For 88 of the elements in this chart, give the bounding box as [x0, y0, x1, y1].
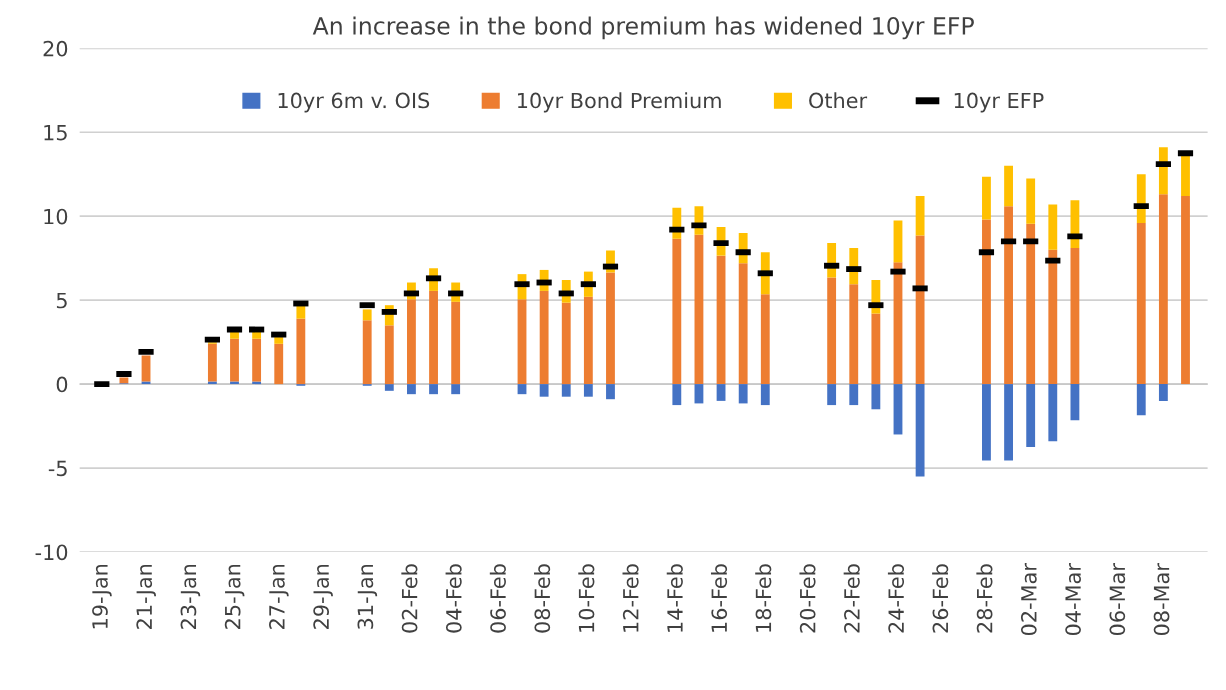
x-tick-label: 26-Feb [932, 564, 949, 633]
bar [827, 384, 837, 406]
bar [274, 337, 284, 344]
bar [539, 384, 549, 397]
x-tick-label: 06-Feb [489, 564, 506, 633]
x-tick-label: 31-Jan [357, 564, 378, 629]
bar [583, 296, 593, 385]
x-tick-label: 02-Feb [401, 564, 418, 633]
x-tick-label: 18-Feb [755, 564, 772, 632]
x-tick-label: 08-Feb [534, 564, 551, 633]
bar [606, 272, 615, 385]
y-tick-label: 5 [56, 292, 67, 309]
bar [296, 318, 306, 385]
x-tick-label: 19-Jan [92, 564, 112, 629]
bar [982, 219, 991, 385]
bar [384, 325, 394, 385]
y-tick-label: 10 [44, 208, 68, 225]
x-tick-label: 16-Feb [710, 564, 728, 632]
x-tick-label: 27-Jan [269, 564, 289, 629]
bar [915, 384, 925, 477]
y-tick-label: 0 [56, 376, 68, 393]
x-tick-label: 10-Feb [578, 564, 595, 632]
bar [407, 384, 416, 395]
bar [583, 384, 593, 397]
y-tick-label: 20 [43, 40, 68, 57]
bar [274, 343, 284, 385]
chart-title: An increase in the bond premium has widened 10yr EFP [312, 16, 974, 40]
x-tick-label: 14-Feb [666, 564, 683, 632]
legend-label: 10yr 6m v. OIS [278, 92, 430, 113]
bar [606, 384, 615, 400]
x-tick-label: 22-Feb [843, 564, 860, 633]
bar [738, 263, 748, 385]
x-tick-label: 08-Mar [1153, 563, 1170, 636]
bar [429, 384, 438, 395]
bar [738, 384, 748, 404]
x-tick-label: 21-Jan [136, 564, 156, 629]
bar [849, 384, 859, 406]
bar [915, 235, 925, 385]
bar [517, 384, 527, 395]
x-tick-label: 12-Feb [622, 564, 639, 632]
bar [561, 302, 571, 385]
bar [915, 196, 925, 236]
bar [694, 234, 704, 385]
bar [230, 338, 239, 382]
x-tick-label: 20-Feb [799, 564, 816, 633]
bar [429, 290, 438, 385]
bar [539, 290, 549, 385]
bar [207, 343, 217, 382]
x-tick-label: 23-Jan [180, 564, 201, 629]
bar [362, 320, 372, 385]
legend-label: 10yr EFP [954, 92, 1044, 113]
x-tick-label: 24-Feb [887, 564, 905, 633]
bar [716, 255, 726, 385]
x-tick-label: 25-Jan [224, 564, 245, 629]
bar [451, 301, 461, 385]
bar [252, 338, 262, 382]
bar [384, 384, 394, 391]
bar [672, 238, 682, 385]
bar [827, 277, 837, 385]
bar [893, 384, 903, 435]
bar [982, 384, 991, 461]
bar [760, 384, 770, 406]
bar [672, 384, 682, 406]
x-tick-label: 29-Jan [313, 564, 333, 629]
bar [119, 377, 129, 384]
y-tick-label: -5 [48, 460, 67, 477]
legend-label: Other [809, 92, 868, 109]
bar [141, 355, 151, 382]
bar [760, 294, 770, 385]
legend-label: 10yr Bond Premium [518, 92, 721, 113]
y-tick-label: -10 [35, 544, 68, 561]
bar [982, 176, 991, 220]
y-tick-label: 15 [44, 124, 67, 141]
x-tick-label: 04-Mar [1065, 563, 1081, 636]
x-tick-label: 06-Mar [1109, 563, 1126, 636]
bar [716, 384, 726, 401]
bar [451, 384, 461, 395]
bar [362, 309, 372, 321]
bar [407, 299, 416, 385]
x-tick-label: 28-Feb [976, 564, 993, 633]
bar [893, 220, 903, 263]
bar [561, 384, 571, 397]
bar [849, 284, 859, 385]
bar [871, 384, 881, 410]
bar [517, 299, 527, 385]
x-tick-label: 02-Mar [1020, 563, 1037, 636]
bar [871, 313, 881, 385]
x-tick-label: 04-Feb [445, 564, 462, 633]
